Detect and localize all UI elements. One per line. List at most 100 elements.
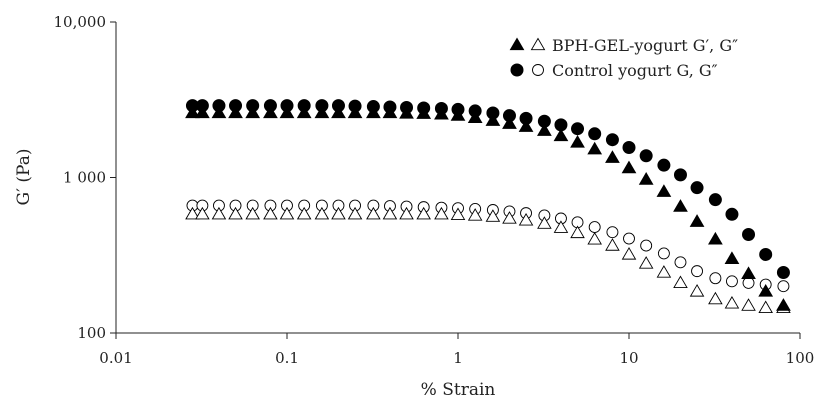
data-point-open-triangle	[382, 206, 398, 220]
data-point-filled-circle	[657, 158, 671, 172]
data-point-filled-triangle	[638, 172, 654, 185]
data-point-open-circle	[726, 275, 738, 288]
data-point-filled-circle	[639, 149, 653, 163]
data-point-filled-triangle	[434, 106, 449, 120]
data-point-filled-circle	[690, 181, 704, 195]
data-point-open-triangle	[621, 247, 637, 260]
data-point-open-circle	[606, 226, 619, 239]
data-point-open-triangle	[399, 206, 414, 220]
data-point-filled-triangle	[331, 105, 346, 119]
data-point-filled-triangle	[776, 298, 791, 311]
data-point-filled-triangle	[553, 128, 569, 142]
data-point-filled-circle	[725, 207, 739, 221]
data-point-filled-circle	[742, 227, 756, 241]
x-tick-label: 100	[786, 349, 815, 367]
data-point-filled-triangle	[570, 134, 585, 148]
data-point-filled-triangle	[587, 141, 603, 155]
data-point-open-triangle	[195, 206, 210, 220]
data-point-open-triangle	[638, 256, 654, 269]
data-point-filled-triangle	[347, 105, 363, 119]
data-point-open-triangle	[689, 284, 705, 297]
data-point-open-triangle	[416, 206, 431, 220]
data-point-filled-triangle	[673, 199, 688, 212]
data-point-open-triangle	[656, 265, 672, 278]
data-point-open-triangle	[366, 206, 381, 220]
y-tick-label: 10,000	[54, 13, 107, 31]
x-tick-label: 0.1	[275, 349, 299, 367]
data-point-filled-triangle	[502, 116, 517, 129]
data-point-filled-triangle	[450, 108, 466, 121]
data-point-open-triangle	[347, 206, 363, 220]
data-point-open-triangle	[758, 300, 773, 314]
data-point-filled-circle	[776, 265, 790, 279]
data-point-open-triangle	[245, 206, 260, 220]
data-point-open-triangle	[296, 206, 312, 220]
data-point-open-triangle	[518, 212, 534, 226]
data-point-filled-circle	[588, 127, 602, 141]
series-layer	[185, 99, 791, 314]
legend-entry-control: Control yogurt G, G″	[510, 61, 718, 80]
data-point-open-triangle	[331, 206, 346, 220]
data-point-filled-triangle	[518, 119, 534, 132]
data-point-open-triangle	[228, 206, 243, 220]
y-tick-label: 100	[77, 324, 106, 342]
data-point-open-circle	[588, 221, 601, 234]
x-tick-label: 1	[453, 349, 463, 367]
data-point-filled-triangle	[741, 266, 756, 280]
x-axis-title: % Strain	[421, 380, 496, 400]
data-point-open-triangle	[741, 298, 756, 311]
legend-marker-open-circle	[532, 64, 544, 76]
legend-entry-bph-gel: BPH-GEL-yogurt G′, G″	[509, 36, 738, 55]
data-point-filled-triangle	[656, 184, 672, 197]
series-filled-triangle	[185, 105, 791, 311]
legend-label-bph-gel: BPH-GEL-yogurt G′, G″	[552, 36, 738, 55]
x-tick-label: 0.01	[99, 349, 132, 367]
data-point-filled-triangle	[195, 105, 210, 119]
data-point-open-circle	[640, 239, 653, 252]
data-point-filled-triangle	[263, 105, 278, 119]
data-point-open-triangle	[570, 225, 585, 239]
legend: BPH-GEL-yogurt G′, G″ Control yogurt G, …	[509, 36, 738, 80]
data-point-open-circle	[691, 265, 703, 278]
data-point-filled-triangle	[689, 214, 705, 227]
data-point-open-triangle	[673, 275, 688, 289]
data-point-open-triangle	[587, 231, 602, 245]
x-tick-label: 10	[619, 349, 638, 367]
data-point-open-triangle	[708, 291, 723, 305]
data-point-filled-triangle	[366, 105, 381, 119]
data-point-open-triangle	[211, 206, 227, 220]
legend-markers-bph-gel	[509, 37, 546, 51]
data-point-open-triangle	[724, 296, 740, 309]
data-point-open-triangle	[314, 206, 330, 220]
data-point-filled-triangle	[708, 231, 723, 245]
data-point-filled-circle	[708, 193, 722, 207]
data-point-open-circle	[623, 232, 635, 245]
data-point-filled-circle	[759, 247, 773, 261]
data-point-filled-circle	[605, 133, 619, 147]
data-point-open-triangle	[450, 207, 466, 221]
data-point-filled-triangle	[185, 105, 200, 119]
data-point-filled-triangle	[245, 105, 261, 119]
data-point-filled-triangle	[416, 106, 432, 119]
data-point-filled-circle	[571, 122, 585, 136]
legend-marker-filled-circle	[510, 63, 524, 77]
data-point-open-circle	[657, 247, 670, 260]
data-point-filled-triangle	[485, 113, 501, 126]
data-point-open-triangle	[485, 209, 501, 222]
data-point-filled-circle	[622, 140, 636, 154]
y-tick-label: 1 000	[63, 169, 106, 187]
data-point-filled-triangle	[724, 251, 740, 264]
data-point-open-triangle	[553, 220, 569, 233]
data-point-filled-triangle	[279, 105, 295, 119]
data-point-filled-triangle	[605, 150, 620, 163]
data-point-open-triangle	[502, 211, 517, 224]
legend-markers-control	[510, 63, 544, 77]
series-open-circle	[186, 199, 790, 293]
data-point-open-triangle	[185, 206, 200, 220]
data-point-open-triangle	[605, 238, 620, 251]
y-axis-title: G′ (Pa)	[14, 149, 34, 206]
data-point-filled-triangle	[621, 160, 637, 174]
data-point-filled-triangle	[296, 105, 312, 119]
data-point-open-circle	[709, 272, 722, 285]
